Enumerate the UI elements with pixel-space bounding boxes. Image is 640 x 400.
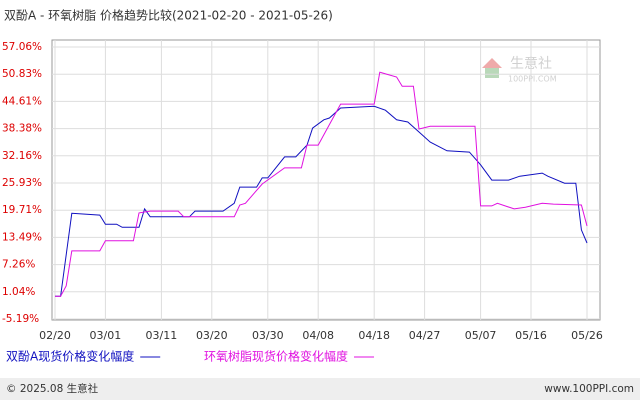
y-tick-label: 57.06% <box>2 41 42 53</box>
watermark-logo <box>485 68 499 78</box>
y-tick-label: 13.49% <box>2 231 42 243</box>
x-tick-label: 04/18 <box>358 329 390 342</box>
x-tick-label: 02/20 <box>39 329 71 342</box>
footer-right: www.100PPI.com <box>544 383 634 395</box>
y-tick-label: 38.38% <box>2 123 42 135</box>
watermark-sub: 100PPI.COM <box>508 75 557 84</box>
y-tick-label: 50.83% <box>2 68 42 80</box>
y-tick-label: -5.19% <box>2 313 39 325</box>
x-tick-label: 03/20 <box>196 329 228 342</box>
footer-left: © 2025.08 生意社 <box>6 382 99 395</box>
watermark: 生意社 100PPI.COM <box>482 55 557 84</box>
plot-frame <box>51 39 601 321</box>
x-tick-label: 05/07 <box>465 329 497 342</box>
x-tick-label: 03/01 <box>90 329 122 342</box>
legend-label: 环氧树脂现货价格变化幅度 <box>204 349 348 364</box>
y-tick-label: 25.93% <box>2 177 42 189</box>
x-tick-label: 05/26 <box>571 329 603 342</box>
y-tick-label: 1.04% <box>2 286 35 298</box>
y-tick-label: 7.26% <box>2 259 35 271</box>
legend-label: 双酚A现货价格变化幅度 <box>6 349 134 364</box>
chart-title: 双酚A - 环氧树脂 价格趋势比较(2021-02-20 - 2021-05-2… <box>4 8 333 23</box>
x-tick-label: 04/08 <box>302 329 334 342</box>
x-tick-label: 03/30 <box>252 329 284 342</box>
y-tick-label: 44.61% <box>2 95 42 107</box>
x-tick-label: 03/11 <box>146 329 178 342</box>
y-tick-label: 19.71% <box>2 204 42 216</box>
footer-band <box>0 378 640 400</box>
x-tick-label: 04/27 <box>409 329 441 342</box>
x-tick-label: 05/16 <box>515 329 547 342</box>
watermark-logo <box>482 58 502 68</box>
series-line <box>55 105 588 297</box>
series-line <box>55 71 588 297</box>
y-tick-label: 32.16% <box>2 150 42 162</box>
